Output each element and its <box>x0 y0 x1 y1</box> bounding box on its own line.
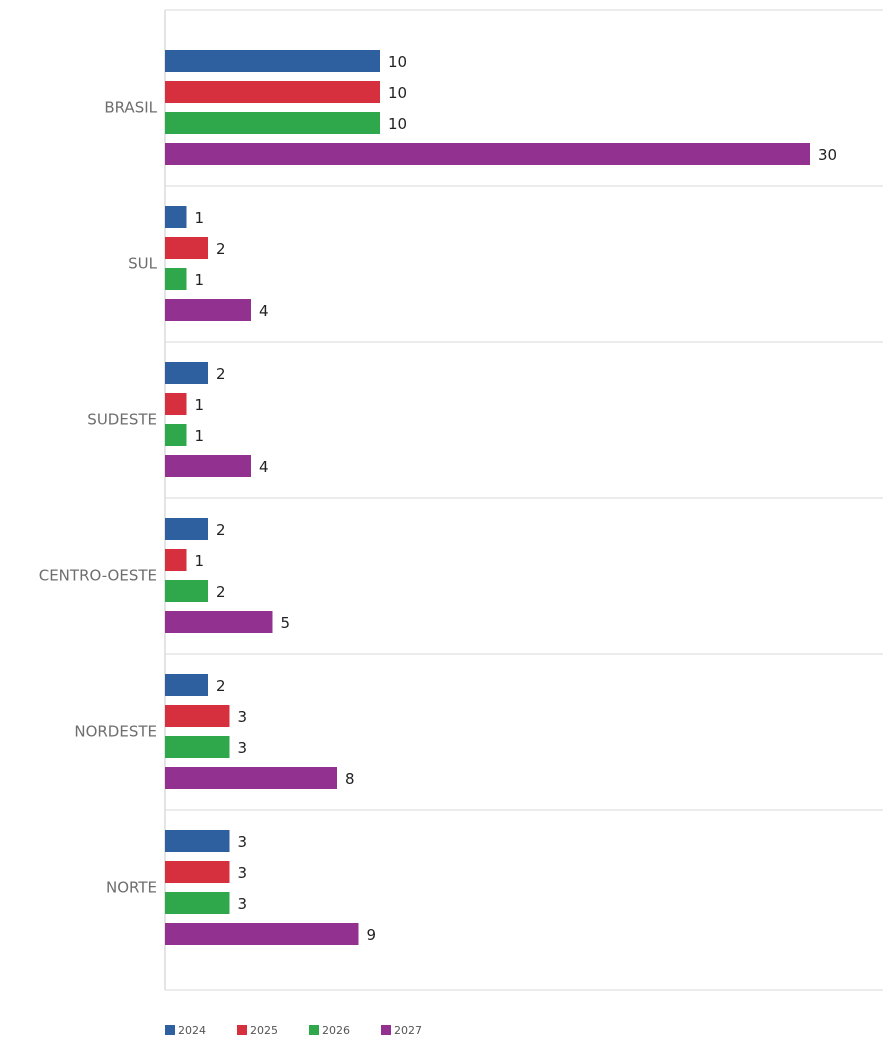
data-label: 3 <box>238 864 248 882</box>
bar-2026 <box>165 736 230 758</box>
category-label: NORTE <box>106 879 157 897</box>
data-label: 1 <box>195 552 205 570</box>
bar-2027 <box>165 611 273 633</box>
bar-2026 <box>165 268 187 290</box>
data-label: 4 <box>259 458 269 476</box>
data-label: 2 <box>216 240 226 258</box>
data-label: 30 <box>818 146 837 164</box>
data-label: 3 <box>238 895 248 913</box>
bar-2024 <box>165 674 208 696</box>
data-label: 4 <box>259 302 269 320</box>
bar-2024 <box>165 518 208 540</box>
bar-2027 <box>165 143 810 165</box>
legend-label: 2026 <box>322 1024 350 1037</box>
bar-2026 <box>165 892 230 914</box>
legend-label: 2024 <box>178 1024 206 1037</box>
legend-swatch <box>309 1025 319 1035</box>
category-label: CENTRO-OESTE <box>39 567 157 585</box>
data-label: 10 <box>388 84 407 102</box>
plot-area: BRASIL10101030SUL1214SUDESTE2114CENTRO-O… <box>39 9 883 991</box>
bar-2026 <box>165 580 208 602</box>
legend-label: 2025 <box>250 1024 278 1037</box>
legend-swatch <box>237 1025 247 1035</box>
data-label: 1 <box>195 427 205 445</box>
data-label: 9 <box>367 926 377 944</box>
legend: 2024 2025 2026 2027 <box>165 1024 422 1037</box>
data-label: 1 <box>195 396 205 414</box>
bar-2027 <box>165 923 359 945</box>
bar-2024 <box>165 206 187 228</box>
data-label: 3 <box>238 833 248 851</box>
data-label: 2 <box>216 365 226 383</box>
bar-2027 <box>165 299 251 321</box>
bar-2026 <box>165 424 187 446</box>
data-label: 1 <box>195 271 205 289</box>
data-label: 2 <box>216 521 226 539</box>
data-label: 2 <box>216 583 226 601</box>
data-label: 10 <box>388 53 407 71</box>
data-label: 1 <box>195 209 205 227</box>
category-label: NORDESTE <box>74 723 157 741</box>
bar-2024 <box>165 50 380 72</box>
data-label: 2 <box>216 677 226 695</box>
data-label: 5 <box>281 614 291 632</box>
bar-2025 <box>165 393 187 415</box>
bar-2025 <box>165 705 230 727</box>
data-label: 8 <box>345 770 355 788</box>
bar-2025 <box>165 549 187 571</box>
data-label: 3 <box>238 739 248 757</box>
bar-2024 <box>165 830 230 852</box>
data-label: 10 <box>388 115 407 133</box>
bar-2025 <box>165 861 230 883</box>
bar-2024 <box>165 362 208 384</box>
data-label: 3 <box>238 708 248 726</box>
category-label: SUDESTE <box>87 411 157 429</box>
bar-2025 <box>165 237 208 259</box>
bar-2025 <box>165 81 380 103</box>
category-label: SUL <box>128 255 158 273</box>
legend-swatch <box>381 1025 391 1035</box>
bar-2027 <box>165 455 251 477</box>
legend-label: 2027 <box>394 1024 422 1037</box>
category-label: BRASIL <box>104 99 157 117</box>
bar-2027 <box>165 767 337 789</box>
bar-2026 <box>165 112 380 134</box>
legend-swatch <box>165 1025 175 1035</box>
